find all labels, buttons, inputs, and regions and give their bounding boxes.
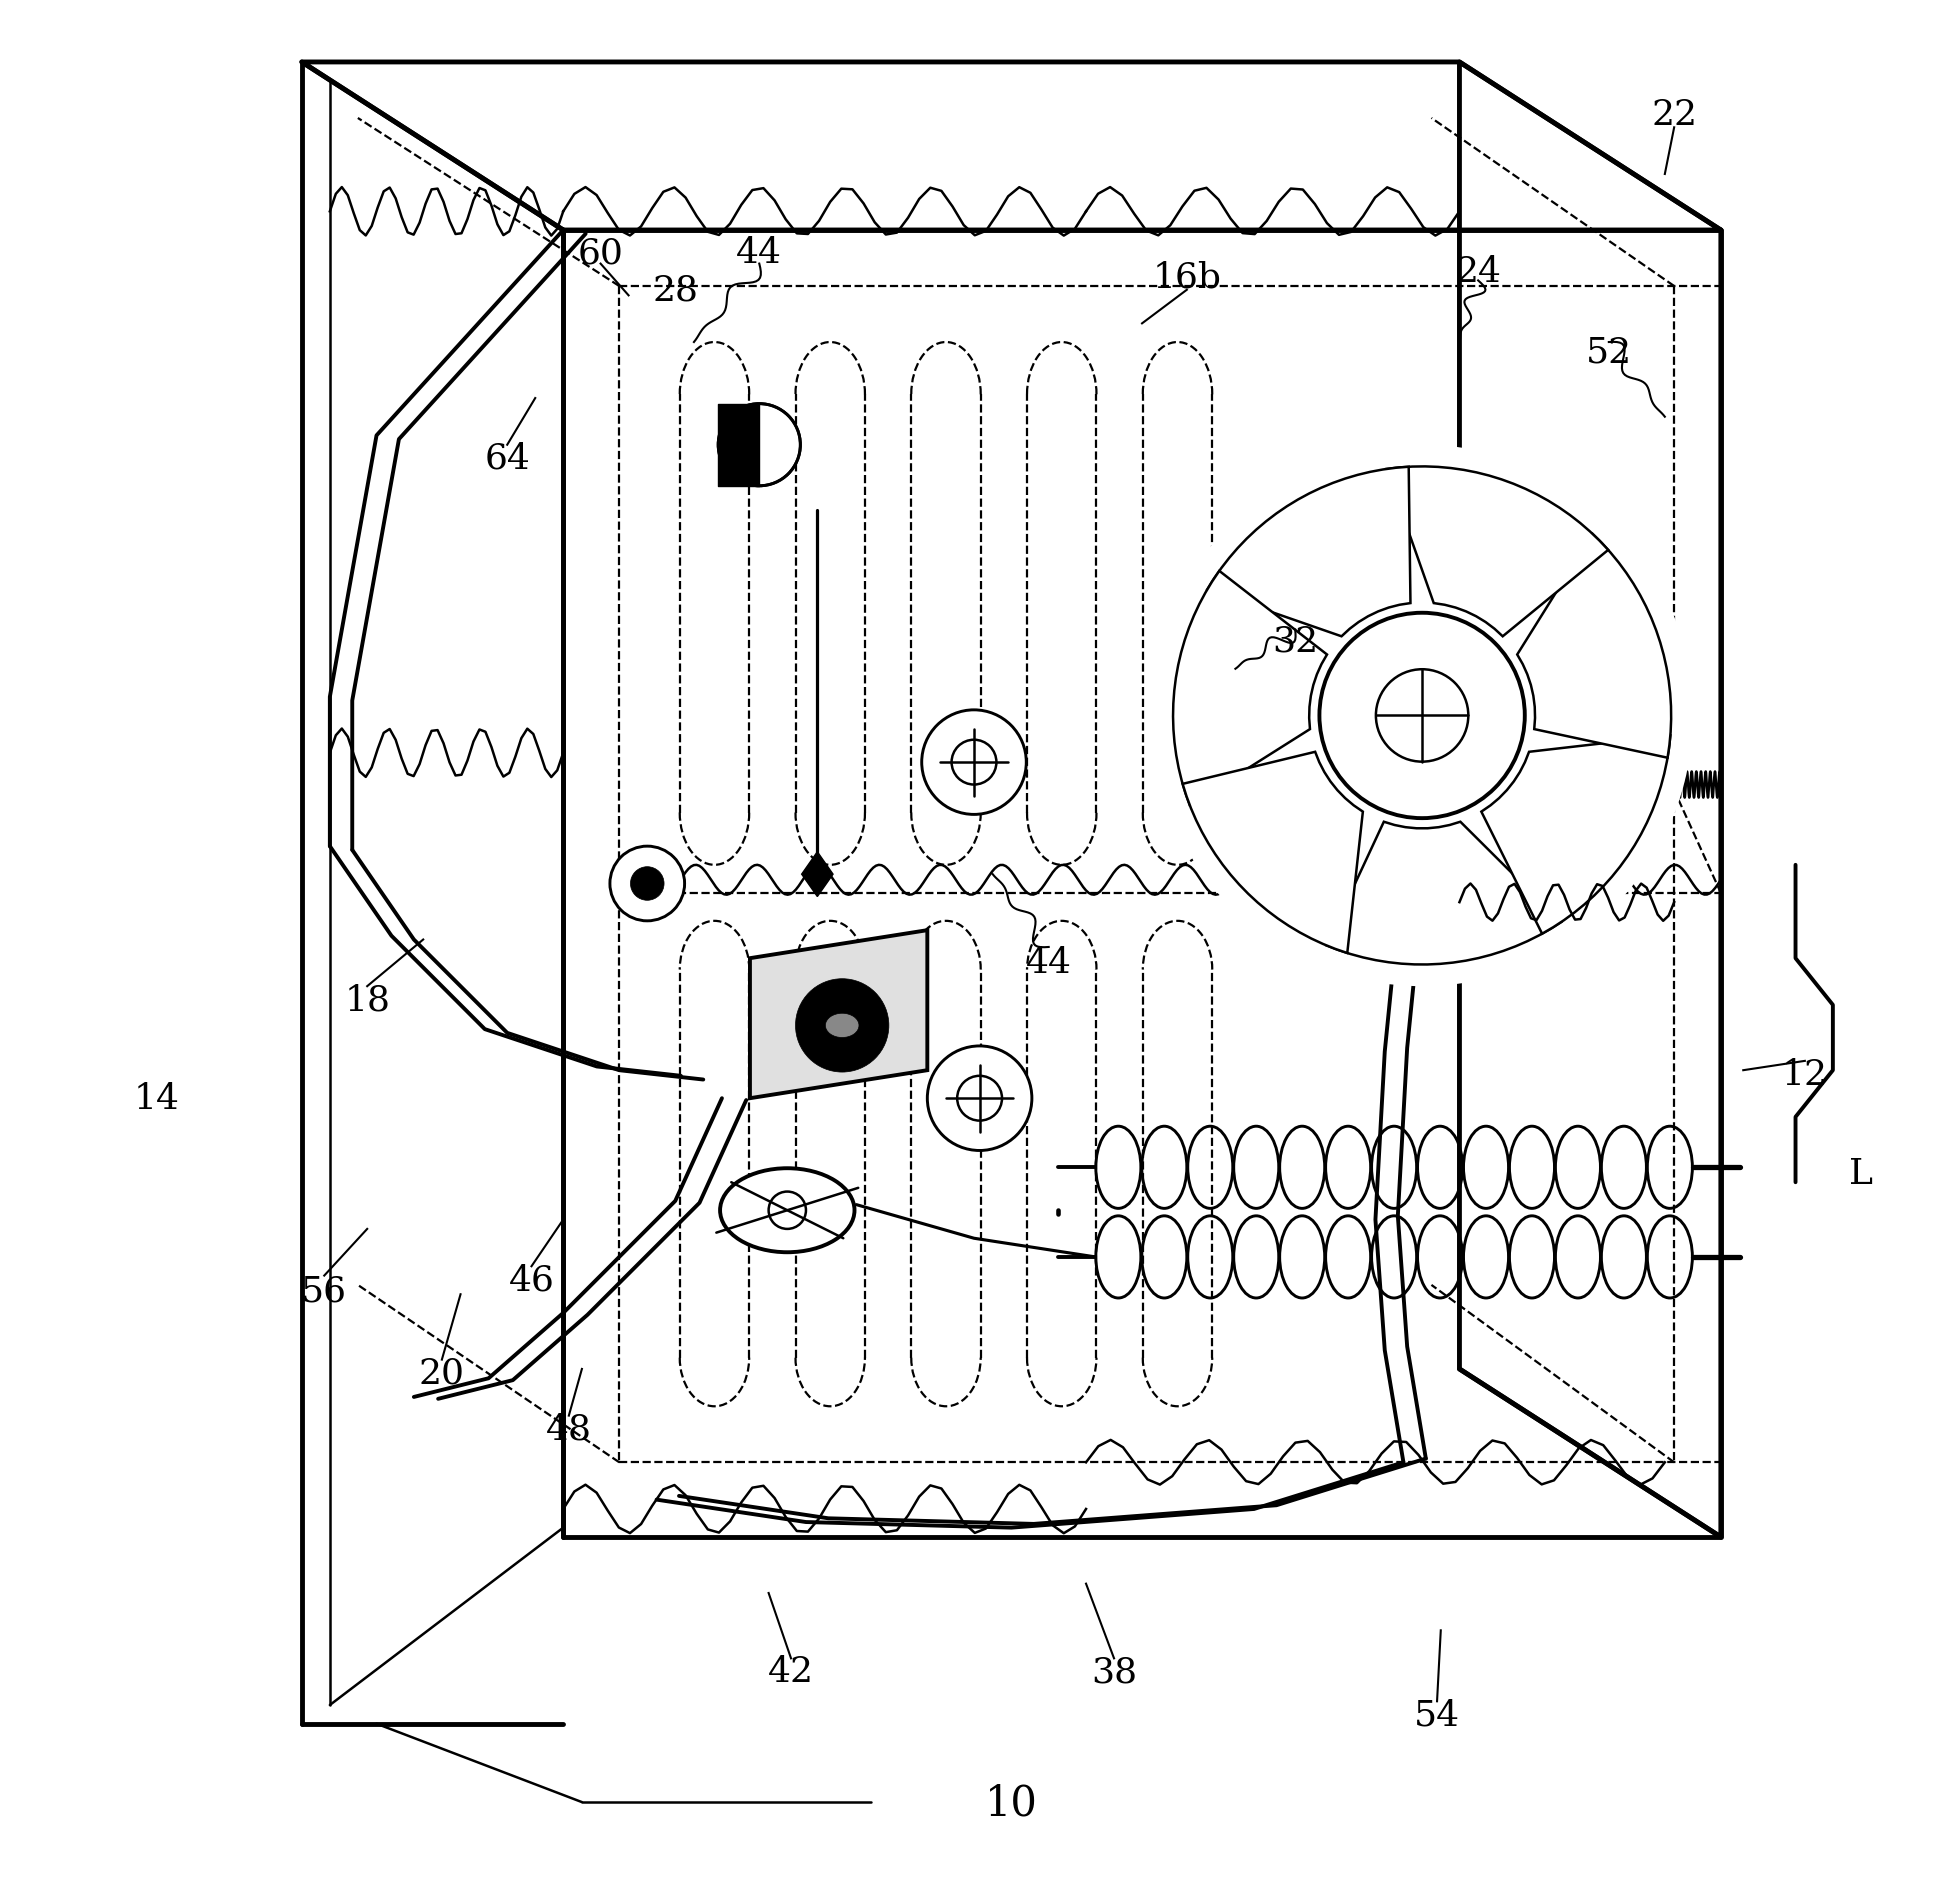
Circle shape — [927, 1047, 1032, 1151]
Text: 52: 52 — [1586, 335, 1632, 368]
Text: 64: 64 — [485, 442, 530, 476]
Polygon shape — [1327, 822, 1560, 964]
Polygon shape — [1173, 572, 1327, 807]
Text: 18: 18 — [345, 983, 390, 1017]
Text: 56: 56 — [302, 1275, 347, 1308]
Text: 48: 48 — [545, 1412, 592, 1446]
Circle shape — [1319, 613, 1525, 818]
Text: 12: 12 — [1782, 1057, 1827, 1092]
Text: 10: 10 — [986, 1780, 1038, 1824]
Circle shape — [1151, 446, 1693, 987]
Ellipse shape — [826, 1013, 859, 1038]
Text: 44: 44 — [736, 237, 783, 271]
Text: 38: 38 — [1091, 1654, 1138, 1688]
Text: 54: 54 — [1414, 1698, 1461, 1731]
Text: 24: 24 — [1455, 256, 1502, 290]
Text: 42: 42 — [768, 1654, 814, 1688]
Circle shape — [921, 711, 1027, 814]
Text: 60: 60 — [579, 237, 623, 271]
Polygon shape — [1208, 468, 1410, 637]
Polygon shape — [750, 931, 927, 1098]
Polygon shape — [803, 852, 834, 897]
Text: 14: 14 — [132, 1081, 179, 1115]
Text: 46: 46 — [508, 1263, 555, 1297]
Text: 44: 44 — [1027, 946, 1071, 979]
Text: 32: 32 — [1272, 624, 1319, 658]
Polygon shape — [1517, 534, 1671, 758]
Text: 16b: 16b — [1153, 261, 1221, 295]
Polygon shape — [1480, 737, 1669, 934]
Text: 20: 20 — [419, 1355, 466, 1389]
Text: 28: 28 — [653, 274, 697, 308]
Circle shape — [631, 867, 664, 901]
Circle shape — [719, 404, 801, 487]
Ellipse shape — [721, 1169, 855, 1252]
Circle shape — [610, 846, 684, 921]
Circle shape — [795, 979, 888, 1072]
Text: 22: 22 — [1652, 98, 1697, 132]
Text: L: L — [1849, 1156, 1872, 1190]
Polygon shape — [1387, 466, 1609, 637]
Polygon shape — [1182, 752, 1364, 953]
